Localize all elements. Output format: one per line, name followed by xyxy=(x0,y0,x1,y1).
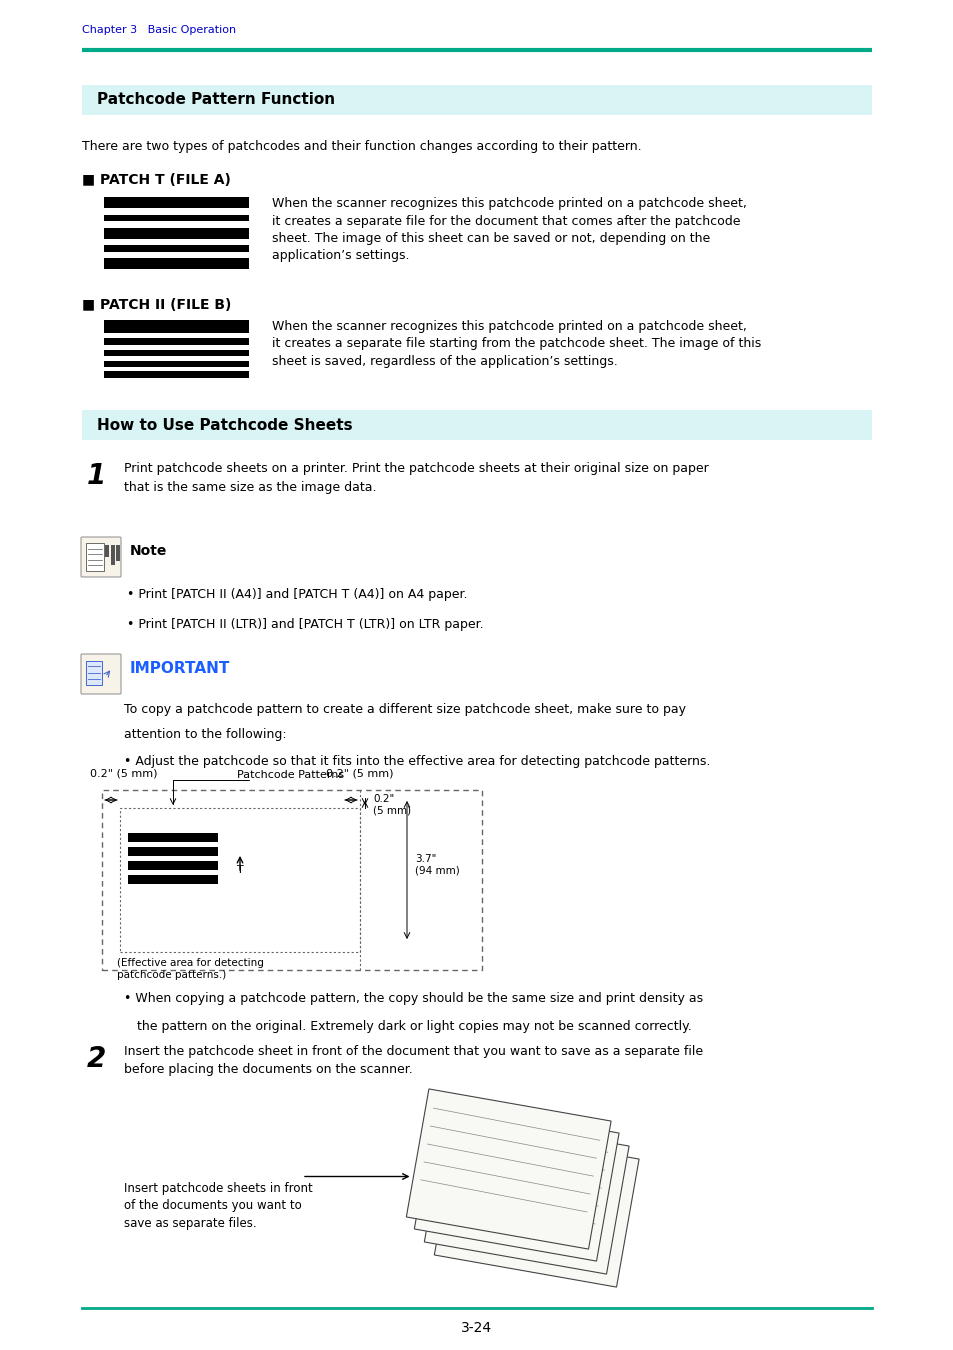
Polygon shape xyxy=(424,1114,628,1274)
Text: Patchcode Pattern Function: Patchcode Pattern Function xyxy=(97,93,335,108)
FancyBboxPatch shape xyxy=(81,537,121,576)
Text: Patchcode Patterns: Patchcode Patterns xyxy=(236,769,344,780)
Bar xyxy=(128,875,218,883)
Bar xyxy=(86,543,104,571)
Text: • When copying a patchcode pattern, the copy should be the same size and print d: • When copying a patchcode pattern, the … xyxy=(124,992,702,1004)
Text: 0.2" (5 mm): 0.2" (5 mm) xyxy=(326,768,394,778)
Text: • Print [PATCH II (LTR)] and [PATCH T (LTR)] on LTR paper.: • Print [PATCH II (LTR)] and [PATCH T (L… xyxy=(127,618,483,630)
Bar xyxy=(104,339,249,346)
Bar xyxy=(104,215,249,221)
Text: ■ PATCH II (FILE B): ■ PATCH II (FILE B) xyxy=(82,298,232,312)
Text: 3-24: 3-24 xyxy=(461,1322,492,1335)
Bar xyxy=(104,320,249,333)
Text: ■ PATCH T (FILE A): ■ PATCH T (FILE A) xyxy=(82,173,231,188)
Text: attention to the following:: attention to the following: xyxy=(124,728,286,741)
Bar xyxy=(105,545,109,558)
Text: Note: Note xyxy=(130,544,167,558)
Text: When the scanner recognizes this patchcode printed on a patchcode sheet,
it crea: When the scanner recognizes this patchco… xyxy=(272,197,746,262)
Text: 3.7"
(94 mm): 3.7" (94 mm) xyxy=(415,855,459,876)
FancyBboxPatch shape xyxy=(81,653,121,694)
Bar xyxy=(104,350,249,356)
Text: 2: 2 xyxy=(87,1045,106,1073)
Text: Chapter 3   Basic Operation: Chapter 3 Basic Operation xyxy=(82,26,236,35)
Bar xyxy=(104,258,249,269)
Bar xyxy=(128,846,218,856)
Bar xyxy=(111,545,114,566)
Bar xyxy=(120,809,359,952)
Text: the pattern on the original. Extremely dark or light copies may not be scanned c: the pattern on the original. Extremely d… xyxy=(137,1021,691,1033)
Bar xyxy=(104,360,249,367)
Text: T: T xyxy=(236,865,243,875)
Bar xyxy=(104,244,249,251)
Text: • Adjust the patchcode so that it fits into the effective area for detecting pat: • Adjust the patchcode so that it fits i… xyxy=(124,755,710,768)
Bar xyxy=(82,410,871,440)
Text: (Effective area for detecting
patchcode patterns.): (Effective area for detecting patchcode … xyxy=(117,958,264,980)
Text: How to Use Patchcode Sheets: How to Use Patchcode Sheets xyxy=(97,417,353,432)
Text: There are two types of patchcodes and their function changes according to their : There are two types of patchcodes and th… xyxy=(82,140,641,153)
Bar xyxy=(128,861,218,869)
Polygon shape xyxy=(414,1102,618,1261)
Bar xyxy=(104,228,249,239)
Bar xyxy=(86,662,102,684)
Bar xyxy=(104,197,249,208)
Text: IMPORTANT: IMPORTANT xyxy=(130,662,230,676)
Text: 0.2" (5 mm): 0.2" (5 mm) xyxy=(91,768,157,778)
Bar xyxy=(82,85,871,115)
Text: When the scanner recognizes this patchcode printed on a patchcode sheet,
it crea: When the scanner recognizes this patchco… xyxy=(272,320,760,369)
Bar xyxy=(128,833,218,841)
Text: Insert patchcode sheets in front
of the documents you want to
save as separate f: Insert patchcode sheets in front of the … xyxy=(124,1183,313,1230)
Text: To copy a patchcode pattern to create a different size patchcode sheet, make sur: To copy a patchcode pattern to create a … xyxy=(124,703,685,716)
Bar xyxy=(116,545,120,562)
Text: 0.2"
(5 mm): 0.2" (5 mm) xyxy=(373,794,411,815)
Text: Insert the patchcode sheet in front of the document that you want to save as a s: Insert the patchcode sheet in front of t… xyxy=(124,1045,702,1076)
Bar xyxy=(104,371,249,378)
Text: Print patchcode sheets on a printer. Print the patchcode sheets at their origina: Print patchcode sheets on a printer. Pri… xyxy=(124,462,708,494)
Text: • Print [PATCH II (A4)] and [PATCH T (A4)] on A4 paper.: • Print [PATCH II (A4)] and [PATCH T (A4… xyxy=(127,589,467,601)
Polygon shape xyxy=(434,1127,639,1287)
Text: 1: 1 xyxy=(87,462,106,490)
Polygon shape xyxy=(406,1089,611,1249)
Bar xyxy=(102,790,481,971)
